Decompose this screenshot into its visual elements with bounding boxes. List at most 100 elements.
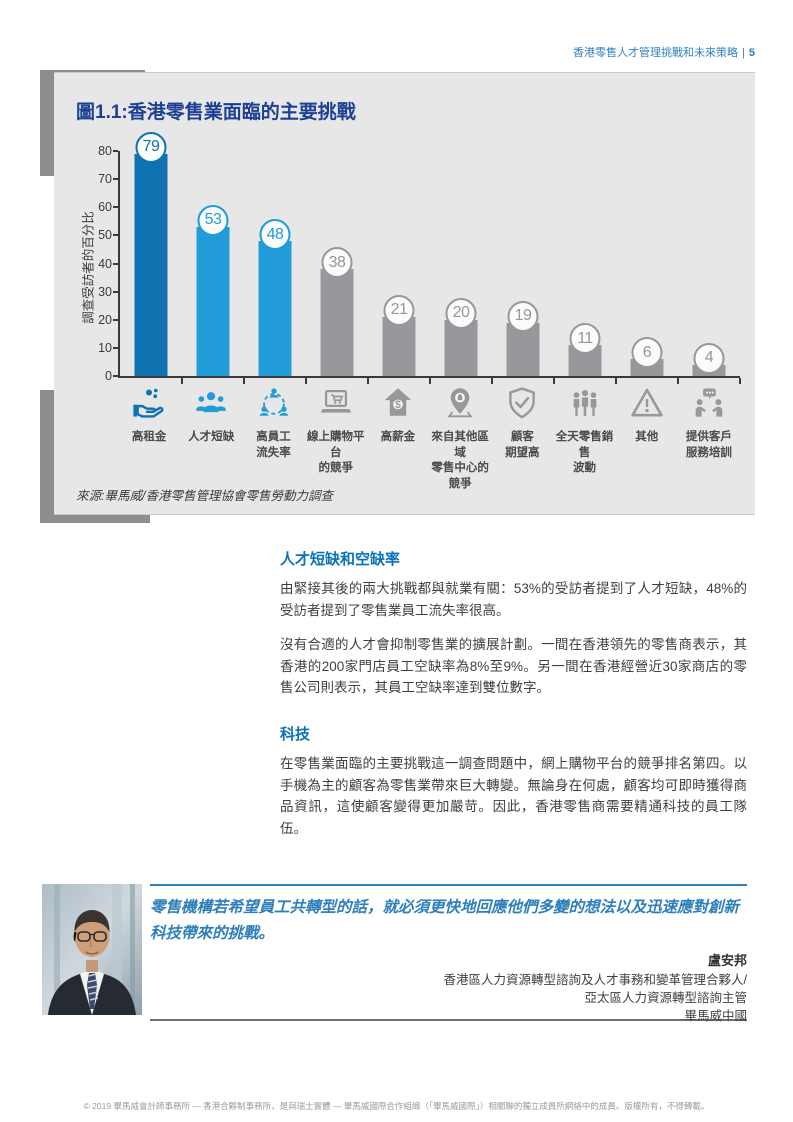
category-item: 線上購物平台 的競爭 — [305, 386, 367, 492]
x-tick-mark — [615, 378, 617, 384]
category-label: 顧客 期望高 — [505, 431, 540, 459]
bar-column: 21 — [368, 151, 430, 376]
bar — [258, 241, 292, 376]
y-tick-label: 50 — [98, 228, 112, 243]
section-heading: 人才短缺和空缺率 — [280, 551, 401, 568]
y-tick-mark — [113, 346, 118, 349]
category-item: 高薪金 — [367, 386, 429, 492]
y-tick-label: 10 — [98, 340, 112, 355]
section-paragraph: 由緊接其後的兩大挑戰都與就業有關：53%的受訪者提到了人才短缺，48%的受訪者提… — [280, 581, 747, 618]
bar-value-badge: 48 — [259, 219, 291, 250]
quote-author-role-line: 畢馬威中國 — [684, 1009, 747, 1024]
body-content: 人才短缺和空缺率由緊接其後的兩大挑戰都與就業有關：53%的受訪者提到了人才短缺，… — [280, 548, 747, 863]
y-tick-mark — [113, 262, 118, 265]
section-heading: 科技 — [280, 725, 311, 743]
category-label: 全天零售銷售 波動 — [555, 431, 614, 475]
x-tick-mark — [367, 378, 369, 384]
category-label: 線上購物平台 的競爭 — [306, 431, 365, 475]
bar-columns: 79 53 48 38 21 20 19 11 6 4 — [120, 131, 740, 376]
y-tick-mark — [113, 375, 118, 377]
x-tick-mark — [429, 378, 431, 384]
category-row: 高租金 人才短缺 高員工 流失率 線上購物平台 的競爭 高薪金 來自其他區域 零售中心的 … — [118, 386, 740, 492]
y-tick-label: 40 — [98, 256, 112, 271]
bar — [134, 153, 168, 376]
page-header: 香港零售人才管理挑戰和未來策略 | 5 — [573, 44, 755, 60]
bar-column: 53 — [182, 151, 244, 376]
header-title: 香港零售人才管理挑戰和未來策略 — [573, 47, 739, 59]
x-tick-mark — [243, 378, 245, 384]
y-tick-mark — [113, 150, 118, 152]
category-label: 高租金 — [131, 431, 167, 443]
category-item: 高員工 流失率 — [242, 386, 304, 492]
bar-column: 6 — [616, 151, 678, 376]
chart-panel: 圖1.1:香港零售業面臨的主要挑戰 調查受訪者的百分比 79 53 48 38 21 20… — [54, 72, 755, 515]
category-item: 人才短缺 — [180, 386, 242, 492]
bar — [382, 316, 416, 376]
bar-value-badge: 4 — [693, 342, 725, 374]
category-label: 高員工 流失率 — [256, 431, 291, 459]
staff-turnover-icon — [257, 386, 291, 420]
quote-text: 零售機構若希望員工共轉型的話，就必須更快地回應他們多變的想法以及迅速應對創新科技… — [150, 899, 740, 942]
quote-author: 盧安邦 — [707, 953, 747, 969]
bar-column: 4 — [678, 151, 740, 376]
quote-author-role-line: 香港區人力資源轉型諮詢及人才事務和變革管理合夥人/ — [443, 972, 747, 987]
bar — [320, 269, 354, 376]
quote-block: 零售機構若希望員工共轉型的話，就必須更快地回應他們多變的想法以及迅速應對創新科技… — [150, 884, 747, 1023]
category-label: 人才短缺 — [188, 431, 235, 443]
x-tick-mark — [305, 378, 307, 384]
bar-column: 48 — [244, 151, 306, 376]
service-training-icon — [692, 386, 726, 420]
y-tick-label: 60 — [98, 200, 112, 215]
y-tick-mark — [113, 206, 118, 209]
bar-value-badge: 11 — [569, 323, 601, 355]
category-label: 提供客戶 服務培訓 — [685, 431, 732, 459]
text-section: 科技在零售業面臨的主要挑戰這一調查問題中，網上購物平台的競爭排名第四。以手機為主… — [280, 723, 747, 839]
category-label: 來自其他區域 零售中心的 競爭 — [431, 431, 489, 490]
corner-bracket-bottom — [40, 390, 150, 523]
category-item: 提供客戶 服務培訓 — [678, 386, 740, 492]
y-tick-label: 0 — [105, 369, 112, 383]
bar-column: 79 — [120, 131, 182, 376]
bar-value-badge: 79 — [135, 131, 167, 163]
x-tick-mark — [181, 378, 183, 384]
category-item: 全天零售銷售 波動 — [553, 386, 615, 492]
online-shopping-icon — [319, 386, 353, 420]
y-tick-mark — [113, 290, 118, 293]
y-tick-label: 70 — [98, 172, 112, 187]
y-tick-label: 20 — [98, 312, 112, 327]
header-separator: | — [742, 47, 745, 59]
category-item: 來自其他區域 零售中心的 競爭 — [429, 386, 491, 492]
y-tick-label: 30 — [98, 284, 112, 299]
x-tick-mark — [491, 378, 493, 384]
bar-value-badge: 20 — [445, 297, 477, 329]
page-number: 5 — [748, 47, 755, 59]
quote-author-role-line: 亞太區人力資源轉型諮詢主管 — [584, 991, 747, 1006]
bar-column: 38 — [306, 151, 368, 376]
high-salary-icon — [381, 386, 415, 420]
bar-column: 19 — [492, 151, 554, 376]
section-paragraph: 在零售業面臨的主要挑戰這一調查問題中，網上購物平台的競爭排名第四。以手機為主的顧… — [280, 755, 747, 836]
talent-people-icon — [194, 386, 228, 420]
region-competition-icon — [443, 386, 477, 420]
x-tick-mark — [677, 378, 679, 384]
bar-column: 11 — [554, 151, 616, 376]
portrait-photo — [42, 884, 142, 1015]
category-item: 顧客 期望高 — [491, 386, 553, 492]
category-item: 高租金 — [118, 386, 180, 492]
bar — [196, 226, 230, 376]
bar-value-badge: 6 — [631, 337, 663, 369]
quote-attribution: 盧安邦 香港區人力資源轉型諮詢及人才事務和變革管理合夥人/亞太區人力資源轉型諮詢… — [150, 952, 747, 1025]
customer-expectation-icon — [505, 386, 539, 420]
section-paragraph: 沒有合適的人才會抑制零售業的擴展計劃。一間在香港領先的零售商表示，其香港的200… — [280, 637, 747, 696]
bar — [444, 319, 478, 376]
bar-chart-plot: 79 53 48 38 21 20 19 11 6 4 0 10 20 30 40 50 60 70 80 — [98, 131, 741, 384]
rent-coins-icon — [132, 386, 166, 420]
y-tick-label: 80 — [98, 144, 112, 158]
bar-value-badge: 19 — [507, 300, 539, 332]
other-warning-icon — [630, 386, 664, 420]
x-tick-mark — [553, 378, 555, 384]
chart-source-note: 來源:畢馬威/香港零售管理協會零售勞動力調查 — [76, 489, 333, 503]
bar-value-badge: 53 — [197, 204, 229, 236]
category-item: 其他 — [616, 386, 678, 492]
